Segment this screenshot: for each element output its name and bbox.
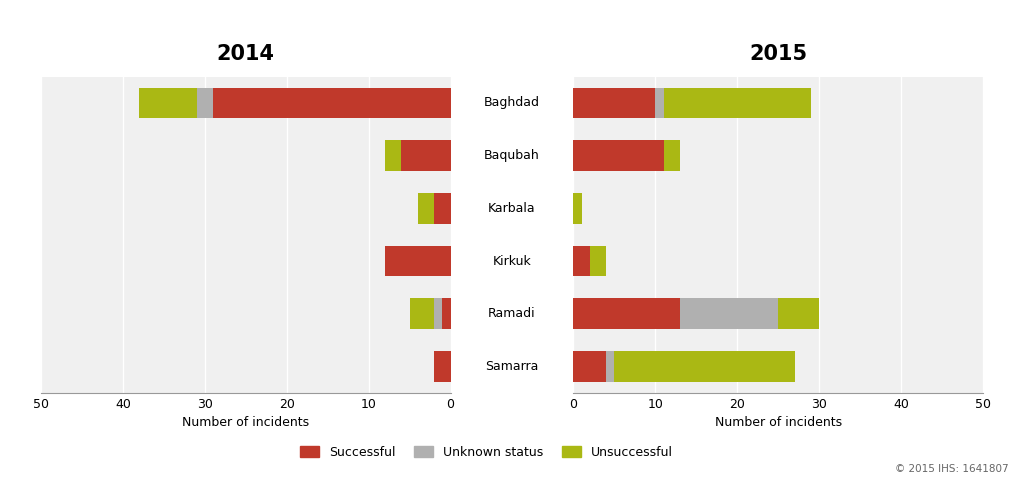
Bar bbox=[385, 140, 401, 171]
X-axis label: Number of incidents: Number of incidents bbox=[182, 416, 309, 429]
Bar bbox=[573, 193, 582, 224]
Bar bbox=[442, 298, 451, 329]
Legend: Successful, Unknown status, Unsuccessful: Successful, Unknown status, Unsuccessful bbox=[295, 441, 678, 464]
Bar bbox=[385, 246, 451, 276]
Bar bbox=[573, 140, 664, 171]
Bar bbox=[410, 298, 434, 329]
Bar bbox=[434, 298, 442, 329]
Bar bbox=[573, 246, 590, 276]
Bar bbox=[573, 88, 655, 118]
Bar bbox=[778, 298, 819, 329]
Text: 2015: 2015 bbox=[750, 44, 807, 64]
Bar bbox=[434, 193, 451, 224]
Text: 2014: 2014 bbox=[217, 44, 274, 64]
Text: Baqubah: Baqubah bbox=[484, 149, 540, 162]
Bar bbox=[614, 351, 795, 382]
Bar bbox=[573, 298, 680, 329]
Text: Kirkuk: Kirkuk bbox=[493, 254, 531, 268]
Bar bbox=[590, 246, 606, 276]
Bar bbox=[606, 351, 614, 382]
Bar bbox=[434, 351, 451, 382]
Bar bbox=[139, 88, 197, 118]
Bar bbox=[655, 88, 664, 118]
Bar bbox=[664, 88, 811, 118]
Text: Karbala: Karbala bbox=[488, 202, 536, 215]
Bar bbox=[418, 193, 434, 224]
Text: Islamic State IED success rate in 2014 and 2015 by city: Islamic State IED success rate in 2014 a… bbox=[12, 22, 460, 37]
Text: Samarra: Samarra bbox=[485, 360, 539, 373]
X-axis label: Number of incidents: Number of incidents bbox=[715, 416, 842, 429]
Text: Baghdad: Baghdad bbox=[484, 96, 540, 110]
Bar bbox=[401, 140, 451, 171]
Text: © 2015 IHS: 1641807: © 2015 IHS: 1641807 bbox=[895, 464, 1009, 474]
Text: Ramadi: Ramadi bbox=[488, 307, 536, 320]
Bar bbox=[664, 140, 680, 171]
Bar bbox=[213, 88, 451, 118]
Bar bbox=[680, 298, 778, 329]
Bar bbox=[197, 88, 213, 118]
Bar bbox=[573, 351, 606, 382]
